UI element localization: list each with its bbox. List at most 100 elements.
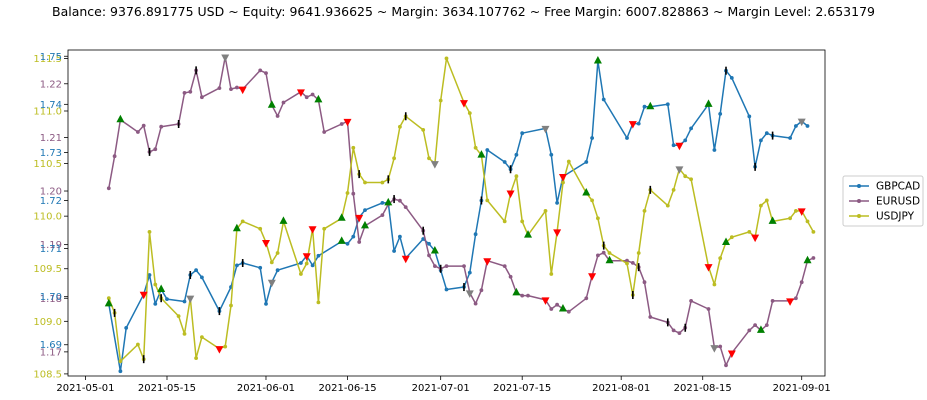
data-point-usdjpy-56 bbox=[561, 180, 565, 185]
sell-marker-eurusd-47 bbox=[483, 258, 492, 266]
data-point-usdjpy-47 bbox=[485, 198, 490, 203]
data-point-gbpcad-1 bbox=[118, 369, 123, 374]
data-point-gbpcad-32 bbox=[398, 234, 402, 239]
x-tick-label-2: 2021-06-01 bbox=[237, 383, 295, 394]
x-tick-label-5: 2021-07-15 bbox=[493, 383, 551, 394]
sell-marker-gbpcad-3 bbox=[139, 291, 148, 300]
data-point-eurusd-25 bbox=[310, 92, 315, 97]
data-point-eurusd-21 bbox=[275, 114, 280, 118]
data-point-eurusd-75 bbox=[718, 344, 723, 349]
data-point-gbpcad-35 bbox=[427, 241, 431, 246]
data-point-eurusd-4 bbox=[141, 123, 146, 128]
chart-legend: GBPCAD EURUSD USDJPY bbox=[842, 175, 924, 227]
data-point-eurusd-64 bbox=[630, 261, 635, 265]
buy-marker-gbpcad-60 bbox=[646, 101, 655, 110]
data-point-gbpcad-40 bbox=[467, 270, 472, 275]
data-point-gbpcad-49 bbox=[549, 152, 554, 157]
y-tick-label-usdjpy-0: 108.5 bbox=[33, 369, 62, 380]
data-point-eurusd-22 bbox=[281, 100, 286, 105]
data-point-eurusd-42 bbox=[444, 264, 449, 268]
data-point-usdjpy-2 bbox=[118, 359, 123, 364]
sell-marker-usdjpy-43 bbox=[459, 100, 468, 108]
data-point-usdjpy-24 bbox=[304, 261, 309, 266]
data-point-usdjpy-66 bbox=[642, 209, 647, 213]
y-tick-label-eurusd-4: 1.21 bbox=[40, 133, 62, 144]
y-tick-label-eurusd-0: 1.17 bbox=[40, 347, 62, 358]
data-point-gbpcad-28 bbox=[363, 208, 367, 213]
buy-marker-gbpcad-36 bbox=[430, 245, 439, 254]
sell-marker-usdjpy-79 bbox=[751, 234, 760, 243]
data-point-gbpcad-73 bbox=[759, 138, 763, 143]
data-point-eurusd-27 bbox=[322, 130, 327, 134]
sell-marker-eurusd-29 bbox=[343, 118, 352, 127]
buy-marker-eurusd-32 bbox=[360, 220, 369, 229]
data-point-usdjpy-51 bbox=[520, 219, 525, 224]
buy-marker-eurusd-2 bbox=[116, 114, 125, 123]
data-point-usdjpy-42 bbox=[444, 56, 449, 61]
data-point-gbpcad-16 bbox=[258, 265, 263, 270]
data-point-usdjpy-35 bbox=[392, 156, 396, 161]
legend-label-eurusd: EURUSD bbox=[876, 196, 920, 208]
data-point-usdjpy-0 bbox=[106, 296, 111, 301]
data-point-eurusd-52 bbox=[526, 293, 530, 298]
buy-marker-eurusd-50 bbox=[512, 287, 521, 296]
legend-label-usdjpy: USDJPY bbox=[876, 211, 915, 223]
data-point-eurusd-63 bbox=[625, 258, 629, 263]
data-point-eurusd-6 bbox=[153, 147, 158, 152]
data-point-gbpcad-77 bbox=[794, 124, 798, 128]
neutral-marker-gbpcad-48 bbox=[541, 125, 550, 134]
y-tick-label-eurusd-5: 1.22 bbox=[40, 79, 62, 90]
buy-marker-gbpcad-30 bbox=[384, 197, 393, 206]
data-point-usdjpy-3 bbox=[136, 342, 140, 347]
sell-marker-usdjpy-19 bbox=[261, 239, 270, 248]
data-point-gbpcad-34 bbox=[421, 237, 426, 241]
data-point-eurusd-18 bbox=[258, 68, 263, 73]
data-point-usdjpy-12 bbox=[200, 335, 204, 339]
data-point-usdjpy-69 bbox=[671, 188, 676, 192]
neutral-marker-gbpcad-78 bbox=[797, 118, 806, 127]
buy-marker-usdjpy-16 bbox=[232, 223, 241, 232]
data-point-eurusd-28 bbox=[339, 122, 344, 126]
data-point-usdjpy-60 bbox=[596, 216, 600, 221]
data-point-gbpcad-68 bbox=[718, 112, 723, 116]
sell-marker-gbpcad-51 bbox=[558, 173, 567, 182]
data-point-eurusd-13 bbox=[217, 86, 222, 90]
legend-dot-gbpcad bbox=[857, 184, 861, 188]
sell-marker-eurusd-77 bbox=[727, 350, 736, 358]
data-point-eurusd-30 bbox=[351, 191, 356, 196]
data-point-usdjpy-27 bbox=[322, 226, 327, 231]
buy-marker-usdjpy-46 bbox=[477, 150, 486, 158]
buy-marker-gbpcad-6 bbox=[157, 284, 166, 292]
sell-marker-usdjpy-49 bbox=[506, 190, 515, 199]
buy-marker-gbpcad-0 bbox=[104, 298, 113, 307]
data-point-gbpcad-31 bbox=[392, 249, 396, 253]
data-point-usdjpy-8 bbox=[176, 314, 181, 318]
data-point-eurusd-19 bbox=[264, 71, 268, 75]
buy-marker-usdjpy-28 bbox=[337, 213, 346, 221]
data-point-usdjpy-59 bbox=[590, 198, 594, 203]
buy-marker-usdjpy-76 bbox=[722, 237, 731, 245]
y-tick-label-gbpcad-5: 1.74 bbox=[40, 100, 62, 111]
x-tick-label-4: 2021-07-01 bbox=[412, 383, 470, 394]
data-point-gbpcad-74 bbox=[764, 131, 769, 136]
data-point-eurusd-87 bbox=[811, 256, 816, 260]
data-point-eurusd-60 bbox=[596, 253, 600, 258]
neutral-marker-gbpcad-18 bbox=[267, 279, 276, 288]
data-point-gbpcad-71 bbox=[747, 114, 752, 119]
data-point-eurusd-54 bbox=[549, 307, 554, 311]
data-point-usdjpy-30 bbox=[351, 145, 356, 150]
buy-marker-eurusd-80 bbox=[756, 325, 765, 333]
data-point-usdjpy-21 bbox=[275, 251, 280, 255]
data-point-eurusd-10 bbox=[188, 89, 193, 94]
data-point-gbpcad-64 bbox=[683, 138, 688, 143]
data-point-usdjpy-11 bbox=[194, 356, 199, 360]
data-point-gbpcad-20 bbox=[299, 261, 303, 265]
data-point-usdjpy-86 bbox=[805, 219, 810, 224]
data-point-gbpcad-52 bbox=[584, 160, 589, 164]
sell-marker-eurusd-59 bbox=[588, 273, 597, 281]
axis-layer: 2021-05-01 2021-05-15 2021-06-01 2021-06-15… bbox=[33, 52, 830, 394]
data-point-gbpcad-62 bbox=[671, 143, 676, 148]
data-point-gbpcad-61 bbox=[665, 102, 670, 107]
data-point-gbpcad-26 bbox=[351, 234, 356, 239]
